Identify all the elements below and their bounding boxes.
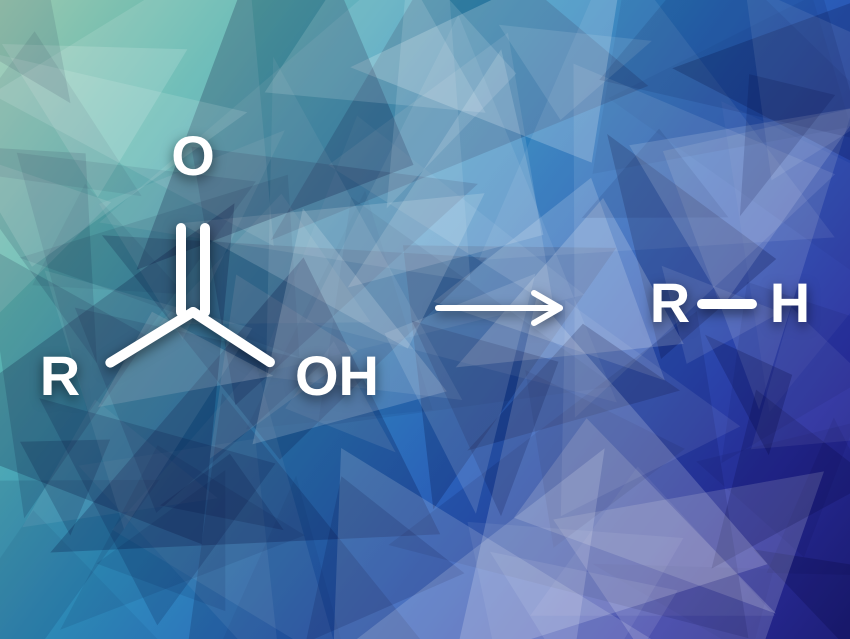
atom-label-o: O [171, 124, 215, 187]
reaction-diagram: O R OH R H [0, 0, 850, 639]
bond-c-double-o [181, 228, 205, 312]
chemistry-layer: O R OH R H [0, 0, 850, 639]
bond-c-oh [193, 312, 270, 362]
atom-label-r: R [40, 344, 80, 407]
product-label-r: R [650, 271, 690, 334]
product-rh: R H [650, 271, 810, 334]
reactant-carboxylic-acid: O R OH [40, 124, 379, 407]
product-label-h: H [770, 271, 810, 334]
reaction-arrow [438, 293, 560, 323]
atom-label-oh: OH [295, 344, 379, 407]
bond-c-r [110, 312, 193, 363]
